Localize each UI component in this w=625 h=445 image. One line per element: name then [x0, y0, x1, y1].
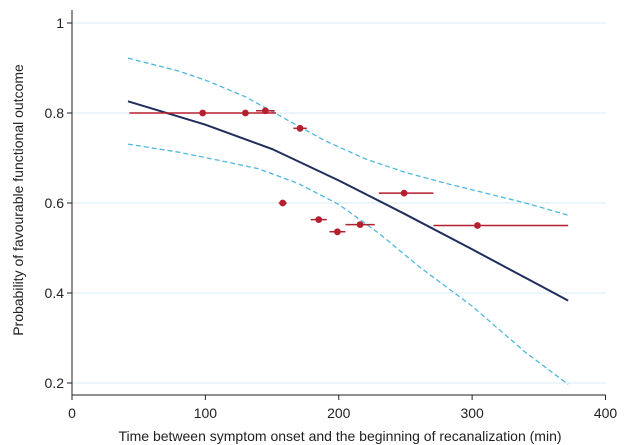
x-tick-label: 0: [68, 405, 76, 421]
error-bar-layer: [129, 110, 569, 233]
tick-layer: 0.2 0.4 0.6 0.8 1 0 100 200 300 400: [45, 15, 618, 421]
y-tick-label: 0.8: [45, 105, 65, 121]
y-axis-title: Probability of favourable functional out…: [10, 64, 26, 336]
data-point: [199, 109, 207, 117]
lower-ci-line: [127, 143, 569, 385]
data-point: [241, 109, 249, 117]
data-point: [356, 221, 364, 229]
data-point: [315, 216, 323, 224]
x-tick-label: 400: [594, 405, 618, 421]
y-tick-label: 0.4: [45, 285, 65, 301]
x-axis-title: Time between symptom onset and the begin…: [118, 428, 561, 444]
y-tick-label: 0.6: [45, 195, 65, 211]
data-point: [296, 124, 304, 132]
x-tick-label: 100: [194, 405, 218, 421]
data-point: [279, 199, 287, 207]
y-tick-label: 1: [56, 15, 64, 31]
upper-ci-line: [127, 57, 569, 216]
data-point: [261, 107, 269, 115]
y-tick-label: 0.2: [45, 375, 65, 391]
x-tick-label: 300: [460, 405, 484, 421]
point-layer: [199, 107, 481, 236]
data-point: [474, 222, 481, 229]
data-point: [334, 228, 341, 236]
x-tick-label: 200: [327, 405, 351, 421]
fitted-line: [127, 100, 569, 302]
series-layer: [127, 57, 569, 385]
data-point: [400, 189, 408, 197]
